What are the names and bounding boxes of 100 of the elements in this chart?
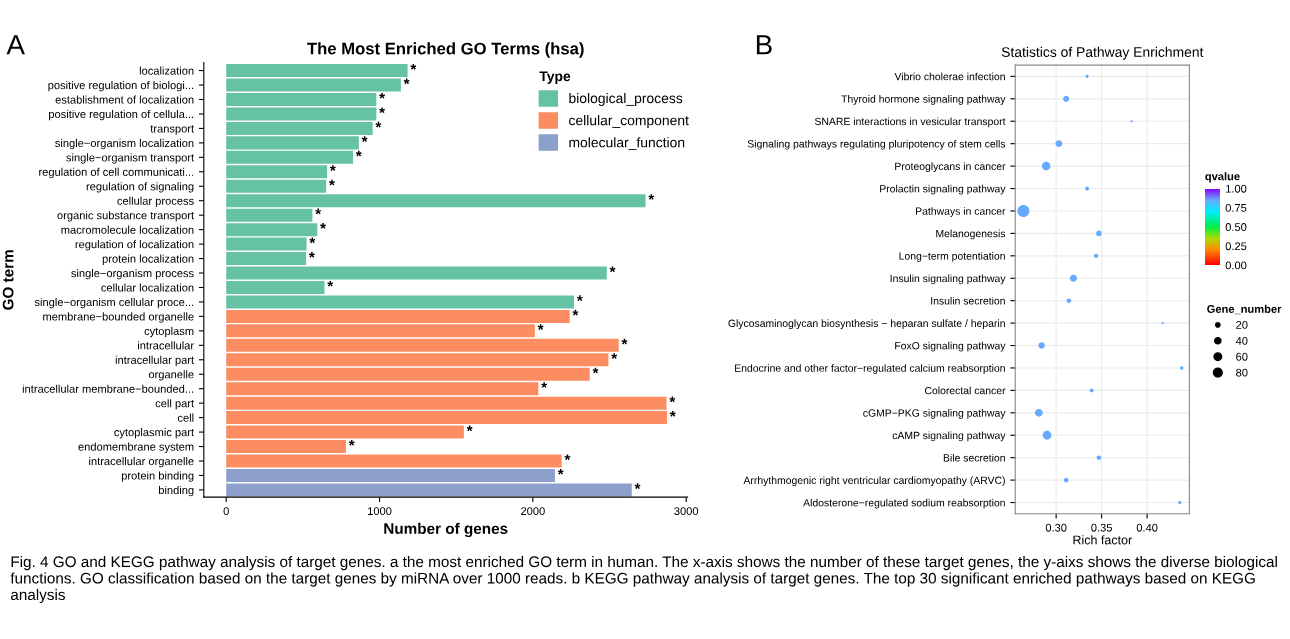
x-axis-title: Rich factor: [1073, 535, 1132, 545]
data-label: *: [609, 266, 616, 273]
y-tick-label: regulation of signaling: [86, 182, 194, 193]
y-tick-label: establishment of localization: [55, 95, 194, 104]
x-tick-label: 2000: [521, 507, 545, 516]
data-label: *: [466, 425, 473, 432]
data-label: *: [348, 439, 355, 446]
y-tick-label: positive regulation of cellula...: [49, 109, 194, 121]
y-tick-label: cGMP−PKG signaling pathway: [863, 409, 1006, 419]
legend-label: 20: [1236, 320, 1248, 329]
data-label: *: [592, 367, 599, 374]
y-tick-label: Proteoglycans in cancer: [895, 162, 1006, 173]
data-label: *: [621, 338, 628, 345]
y-tick-label: organic substance transport: [57, 211, 195, 222]
data-label: *: [379, 92, 386, 99]
legend-label: biological_process: [569, 93, 683, 106]
y-tick-label: intracellular membrane−bounded...: [22, 384, 194, 393]
color-bar-label: 0.75: [1225, 203, 1247, 212]
y-tick-label: endomembrane system: [78, 442, 194, 453]
color-bar-label: 0.25: [1225, 242, 1247, 251]
data-label: *: [361, 136, 368, 142]
y-tick-label: Thyroid hormone signaling pathway: [841, 95, 1006, 105]
y-tick-label: regulation of localization: [75, 240, 194, 251]
y-tick-label: SNARE interactions in vesicular transport: [814, 117, 1006, 128]
y-tick-label: protein binding: [121, 471, 194, 482]
caption: Fig. 4 GO and KEGG pathway analysis of target genes. a the most enriched GO term in human. The x-axis shows the number of these target genes, the y-aixs shows the diverse biological functions. GO classification based on the target genes by miRNA over 1000 reads. b KEGG pathway analysis of target genes. The top 30 significant enriched pathways based on KEGG analysis: [10, 555, 1277, 604]
y-tick-label: Endocrine and other factor−regulated calcium reabsorption: [735, 364, 1005, 374]
color-bar-label: 0.50: [1225, 223, 1247, 231]
y-tick-label: single−organism cellular proce...: [34, 297, 194, 309]
x-tick-label: 0: [223, 507, 229, 516]
data-label: *: [669, 396, 676, 403]
y-tick-label: cytoplasm: [144, 326, 194, 338]
y-tick-label: single−organism process: [71, 268, 194, 280]
data-label: *: [329, 165, 336, 171]
data-label: *: [541, 382, 548, 388]
chart-title: The Most Enriched GO Terms (hsa): [307, 42, 584, 58]
y-tick-label: Signaling pathways regulating pluripotency of stem cells: [747, 139, 1006, 150]
y-tick-label: single−organism localization: [55, 138, 194, 150]
legend-label: 40: [1235, 336, 1248, 345]
text: A: [6, 35, 25, 55]
data-label: *: [403, 78, 410, 85]
y-tick-label: single−organism transport: [66, 153, 195, 164]
data-label: *: [320, 223, 326, 229]
data-label: *: [355, 150, 362, 157]
y-tick-label: intracellular part: [115, 355, 195, 367]
legend-label: cellular_component: [569, 115, 689, 129]
y-axis-title: GO term: [2, 250, 14, 310]
y-tick-label: Insulin signaling pathway: [890, 274, 1006, 285]
data-label: *: [557, 468, 564, 475]
y-tick-label: cell: [177, 413, 194, 422]
data-label: *: [564, 454, 571, 461]
y-tick-label: regulation of cell communicati...: [39, 167, 194, 179]
y-tick-label: Bile secretion: [943, 453, 1005, 462]
y-tick-label: cellular localization: [101, 283, 194, 292]
y-tick-label: Melanogenesis: [936, 229, 1006, 240]
y-tick-label: protein localization: [102, 254, 194, 265]
y-tick-label: FoxO signaling pathway: [895, 341, 1006, 352]
data-label: *: [634, 483, 641, 490]
y-tick-label: Arrhythmogenic right ventricular cardiomyopathy (ARVC): [743, 476, 1005, 487]
legend-title: Type: [539, 71, 571, 84]
x-tick-label: 3000: [674, 507, 699, 516]
y-tick-label: Aldosterone−regulated sodium reabsorption: [803, 498, 1005, 509]
y-tick-label: Glycosaminoglycan biosynthesis − heparan sulfate / heparin: [728, 319, 1005, 330]
data-label: *: [648, 194, 655, 200]
y-tick-label: cAMP signaling pathway: [892, 431, 1006, 442]
legend-label: molecular_function: [569, 137, 685, 150]
legend-label: 80: [1236, 368, 1248, 377]
color-bar-label: 0.00: [1225, 261, 1247, 270]
y-tick-label: Prolactin signaling pathway: [880, 184, 1006, 195]
data-label: *: [669, 411, 676, 417]
data-label: *: [576, 295, 583, 302]
data-label: *: [375, 121, 382, 128]
y-tick-label: organelle: [148, 370, 194, 381]
data-label: *: [537, 324, 544, 330]
text: B: [756, 35, 772, 55]
data-label: *: [410, 64, 417, 70]
y-tick-label: intracellular: [138, 341, 194, 350]
x-tick-label: 1000: [368, 507, 392, 516]
data-label: *: [379, 107, 386, 114]
x-tick-label: 0.40: [1136, 523, 1158, 532]
x-tick-label: 0.30: [1045, 523, 1067, 532]
data-label: *: [309, 237, 316, 244]
data-label: *: [308, 251, 315, 258]
bar: [226, 64, 408, 78]
y-tick-label: cytoplasmic part: [114, 428, 195, 439]
chart-title: Statistics of Pathway Enrichment: [1001, 46, 1204, 60]
data-label: *: [315, 208, 322, 215]
data-label: *: [572, 309, 579, 316]
y-tick-label: Vibrio cholerae infection: [894, 72, 1005, 81]
y-tick-label: intracellular organelle: [89, 456, 194, 468]
y-tick-label: Long−term potentiation: [899, 252, 1005, 262]
y-tick-label: cellular process: [117, 196, 194, 208]
y-tick-label: membrane−bounded organelle: [43, 312, 194, 323]
color-bar-label: 1.00: [1226, 184, 1247, 193]
legend-title: Gene_number: [1207, 304, 1282, 315]
data-label: *: [611, 353, 618, 359]
y-tick-label: transport: [150, 125, 195, 135]
data-label: *: [329, 179, 335, 186]
color-bar-title: qvalue: [1205, 172, 1240, 183]
y-tick-label: cell part: [155, 399, 195, 410]
